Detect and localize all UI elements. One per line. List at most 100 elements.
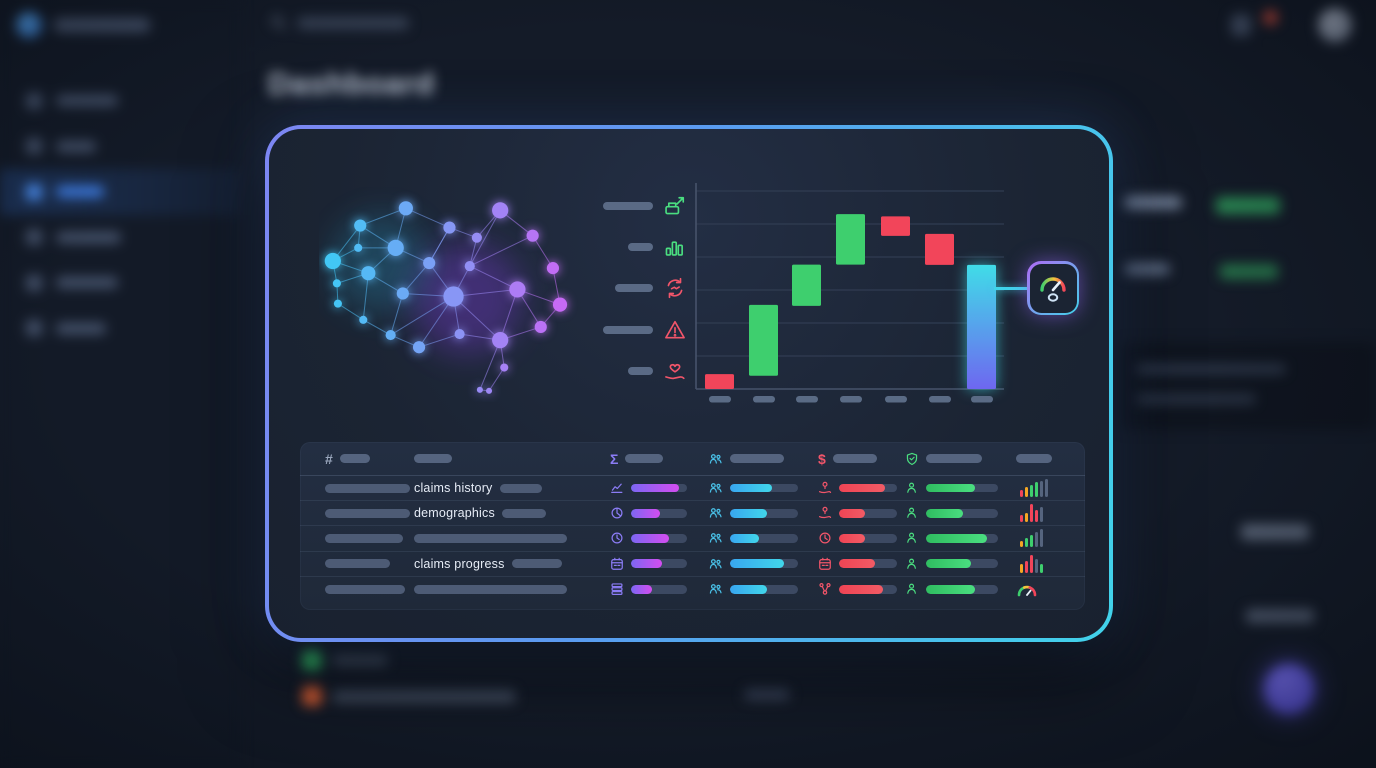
cell-team	[705, 531, 814, 545]
table-header-row: # Σ $	[300, 442, 1085, 476]
people-icon	[709, 452, 723, 466]
bg-legend-green-icon	[302, 650, 322, 670]
branch-icon	[818, 582, 832, 596]
progress-track	[926, 534, 998, 543]
progress-fill	[926, 509, 964, 518]
person-icon	[905, 531, 919, 545]
trend-bar	[1020, 489, 1024, 498]
sidebar-item-icon	[26, 138, 42, 155]
clock-icon	[610, 531, 624, 545]
waterfall-chart	[695, 183, 1004, 403]
bg-button-placeholder[interactable]	[1241, 524, 1309, 540]
progress-track	[926, 509, 998, 518]
search-placeholder	[297, 16, 409, 29]
row-label: demographics	[414, 506, 495, 521]
sidebar-item-1[interactable]	[0, 78, 240, 124]
trend-bar	[1029, 554, 1034, 573]
table-header-cell-4	[705, 452, 814, 466]
cell-sum	[606, 481, 705, 495]
trend-minibars	[1016, 504, 1044, 523]
sidebar-item-label-placeholder	[56, 322, 106, 334]
progress-fill	[839, 585, 883, 594]
bar-chart-icon	[664, 236, 686, 258]
cell-sum	[606, 582, 705, 596]
cell-team	[705, 481, 814, 495]
progress-track	[631, 559, 687, 568]
brain-network-illustration	[324, 201, 568, 394]
fab-button[interactable]	[1264, 664, 1314, 714]
progress-fill	[730, 509, 768, 518]
export-icon	[664, 195, 686, 217]
trend-bar	[1020, 514, 1024, 523]
progress-track	[631, 534, 687, 543]
app-logo[interactable]	[16, 12, 150, 38]
modal-body: # Σ $ claims history demographics claims prog…	[269, 129, 1109, 638]
sidebar-item-5[interactable]	[0, 260, 240, 306]
sidebar-item-label-placeholder	[56, 95, 118, 107]
table-row-4[interactable]: claims progress	[300, 552, 1085, 577]
id-placeholder	[325, 559, 390, 569]
sync-icon	[664, 277, 686, 299]
legend-label-placeholder	[628, 367, 653, 376]
pin-hand-icon	[818, 481, 832, 495]
progress-fill	[839, 509, 866, 518]
table-row-5[interactable]	[300, 577, 1085, 602]
trend-bar	[1034, 559, 1039, 573]
trend-bar	[1039, 507, 1044, 523]
row-label: claims progress	[414, 556, 505, 571]
cell-team	[705, 557, 814, 571]
sidebar-item-6[interactable]	[0, 306, 240, 352]
progress-track	[839, 534, 897, 543]
cell-sum	[606, 557, 705, 571]
sidebar-item-2[interactable]	[0, 124, 240, 170]
header-symbol: $	[818, 450, 826, 467]
table-header-cell-2	[410, 454, 606, 463]
trend-bar	[1039, 529, 1044, 548]
gauge-badge[interactable]	[1027, 261, 1079, 315]
progress-fill	[839, 483, 886, 493]
progress-track	[730, 483, 798, 493]
name-placeholder	[414, 584, 567, 594]
bg-stat-value-green	[1216, 197, 1280, 214]
progress-track	[839, 483, 897, 493]
progress-fill	[926, 559, 971, 568]
search-field[interactable]	[270, 14, 409, 31]
logo-icon	[16, 12, 42, 38]
cell-name	[410, 584, 606, 594]
table-header-cell-3: Σ	[606, 452, 705, 466]
cell-name: demographics	[410, 506, 606, 520]
people-icon	[709, 531, 723, 545]
trend-bar	[1020, 540, 1024, 548]
sidebar-item-4[interactable]	[0, 215, 240, 261]
table-row-2[interactable]: demographics	[300, 501, 1085, 527]
cell-quality	[901, 557, 1012, 571]
progress-track	[839, 559, 897, 568]
table-row-3[interactable]	[300, 526, 1085, 552]
progress-fill	[631, 534, 670, 543]
progress-fill	[926, 483, 975, 493]
sidebar-item-icon	[26, 320, 42, 337]
sidebar-item-label-placeholder	[56, 277, 118, 289]
bg-stat-label	[1124, 263, 1170, 275]
pin-hand-icon	[818, 506, 832, 520]
progress-fill	[730, 534, 759, 543]
sidebar	[0, 0, 240, 768]
sidebar-item-3[interactable]	[0, 169, 240, 215]
cell-name: claims history	[410, 481, 606, 495]
people-icon	[709, 506, 723, 520]
trend-bar	[1029, 485, 1034, 498]
bell-icon[interactable]	[1231, 14, 1251, 36]
trend-bar	[1034, 532, 1039, 548]
cell-quality	[901, 481, 1012, 495]
cell-trend	[1012, 479, 1085, 498]
progress-fill	[631, 509, 661, 518]
bg-text-placeholder	[744, 689, 790, 700]
table-row-1[interactable]: claims history	[300, 476, 1085, 502]
pie-icon	[610, 506, 624, 520]
bg-stat-value-green	[1220, 264, 1278, 279]
cell-trend	[1012, 504, 1085, 523]
avatar[interactable]	[1318, 8, 1352, 42]
header-label-placeholder	[832, 454, 877, 463]
bg-button-placeholder[interactable]	[1246, 609, 1314, 623]
chart-legend	[564, 185, 686, 392]
